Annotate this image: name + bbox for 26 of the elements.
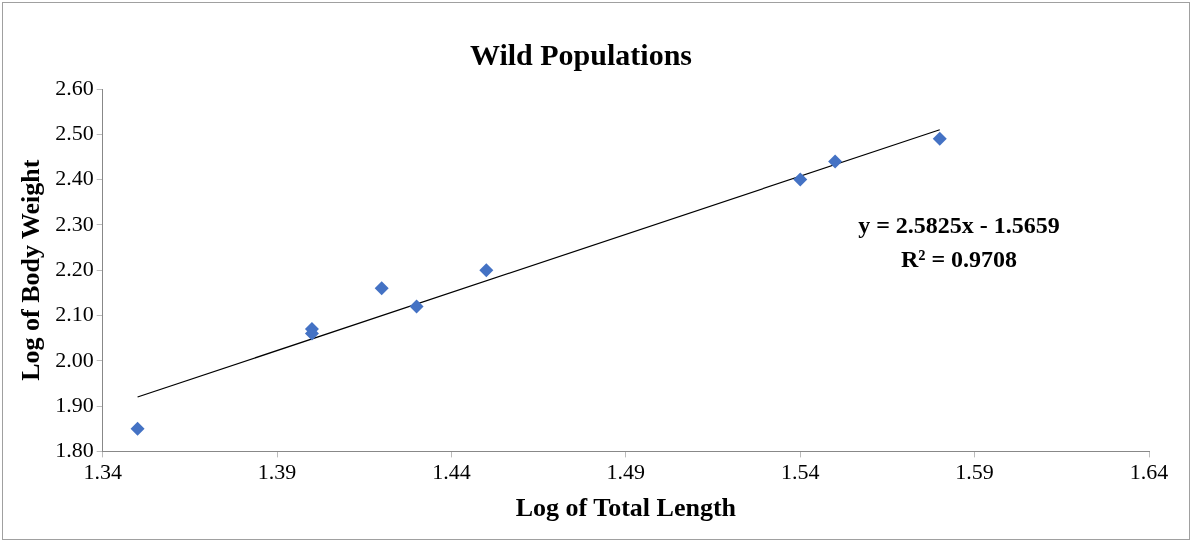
point bbox=[932, 131, 947, 146]
y-tick-label: 2.60 bbox=[55, 74, 94, 100]
y-tick-label: 2.40 bbox=[55, 165, 94, 191]
point bbox=[409, 299, 424, 314]
x-tick-label: 1.49 bbox=[606, 459, 646, 485]
annotation: R² = 0.9708 bbox=[900, 246, 1018, 273]
y-tick-label: 2.10 bbox=[55, 301, 94, 327]
annotation: y = 2.5825x - 1.5659 bbox=[858, 212, 1060, 239]
y-tick-label: 2.30 bbox=[55, 210, 94, 236]
chart-title: Wild Populations bbox=[469, 37, 693, 71]
x-axis-title: Log of Total Length bbox=[515, 493, 737, 523]
x-tick-label: 1.44 bbox=[432, 459, 471, 485]
x-tick-label: 1.64 bbox=[1129, 459, 1169, 485]
x-tick-label: 1.59 bbox=[955, 459, 994, 485]
x-tick-label: 1.54 bbox=[780, 459, 820, 485]
point bbox=[374, 281, 389, 296]
point bbox=[793, 172, 808, 187]
point bbox=[828, 154, 843, 169]
y-tick-label: 2.50 bbox=[55, 120, 94, 146]
y-tick-label: 2.20 bbox=[55, 255, 94, 281]
y-tick-label: 2.00 bbox=[55, 346, 94, 372]
y-tick-label: 1.90 bbox=[55, 391, 94, 417]
point bbox=[479, 263, 494, 278]
point bbox=[130, 421, 145, 436]
y-axis-title: Log of Body Weight bbox=[16, 159, 46, 381]
x-tick-label: 1.39 bbox=[257, 459, 297, 485]
